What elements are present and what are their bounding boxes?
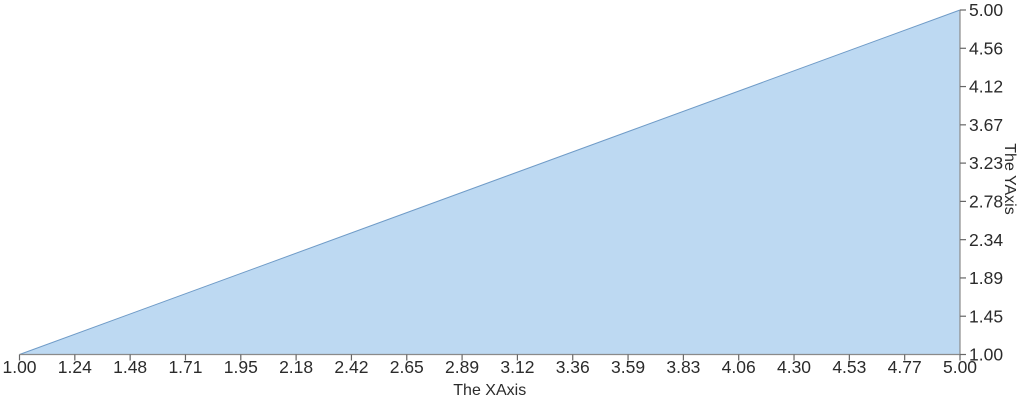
svg-text:1.00: 1.00 <box>2 357 36 377</box>
svg-text:2.34: 2.34 <box>969 230 1003 250</box>
svg-text:The XAxis: The XAxis <box>453 382 526 399</box>
svg-text:4.53: 4.53 <box>832 357 866 377</box>
svg-text:3.59: 3.59 <box>611 357 645 377</box>
svg-text:4.56: 4.56 <box>969 38 1003 58</box>
svg-text:5.00: 5.00 <box>969 0 1003 20</box>
svg-text:3.12: 3.12 <box>500 357 534 377</box>
svg-text:1.24: 1.24 <box>58 357 92 377</box>
svg-text:2.65: 2.65 <box>390 357 424 377</box>
svg-text:3.23: 3.23 <box>969 153 1003 173</box>
svg-text:3.83: 3.83 <box>666 357 700 377</box>
svg-text:2.18: 2.18 <box>279 357 313 377</box>
svg-text:2.89: 2.89 <box>445 357 479 377</box>
svg-text:4.30: 4.30 <box>777 357 811 377</box>
svg-text:1.89: 1.89 <box>969 268 1003 288</box>
svg-text:1.45: 1.45 <box>969 306 1003 326</box>
svg-text:1.95: 1.95 <box>224 357 258 377</box>
svg-text:1.48: 1.48 <box>113 357 147 377</box>
svg-text:1.00: 1.00 <box>969 345 1003 365</box>
svg-text:1.71: 1.71 <box>168 357 202 377</box>
svg-text:The YAxis: The YAxis <box>1001 143 1018 214</box>
svg-text:4.12: 4.12 <box>969 77 1003 97</box>
svg-text:4.77: 4.77 <box>888 357 922 377</box>
svg-text:3.36: 3.36 <box>556 357 590 377</box>
svg-text:3.67: 3.67 <box>969 115 1003 135</box>
svg-text:4.06: 4.06 <box>722 357 756 377</box>
svg-text:2.78: 2.78 <box>969 192 1003 212</box>
svg-text:2.42: 2.42 <box>334 357 368 377</box>
